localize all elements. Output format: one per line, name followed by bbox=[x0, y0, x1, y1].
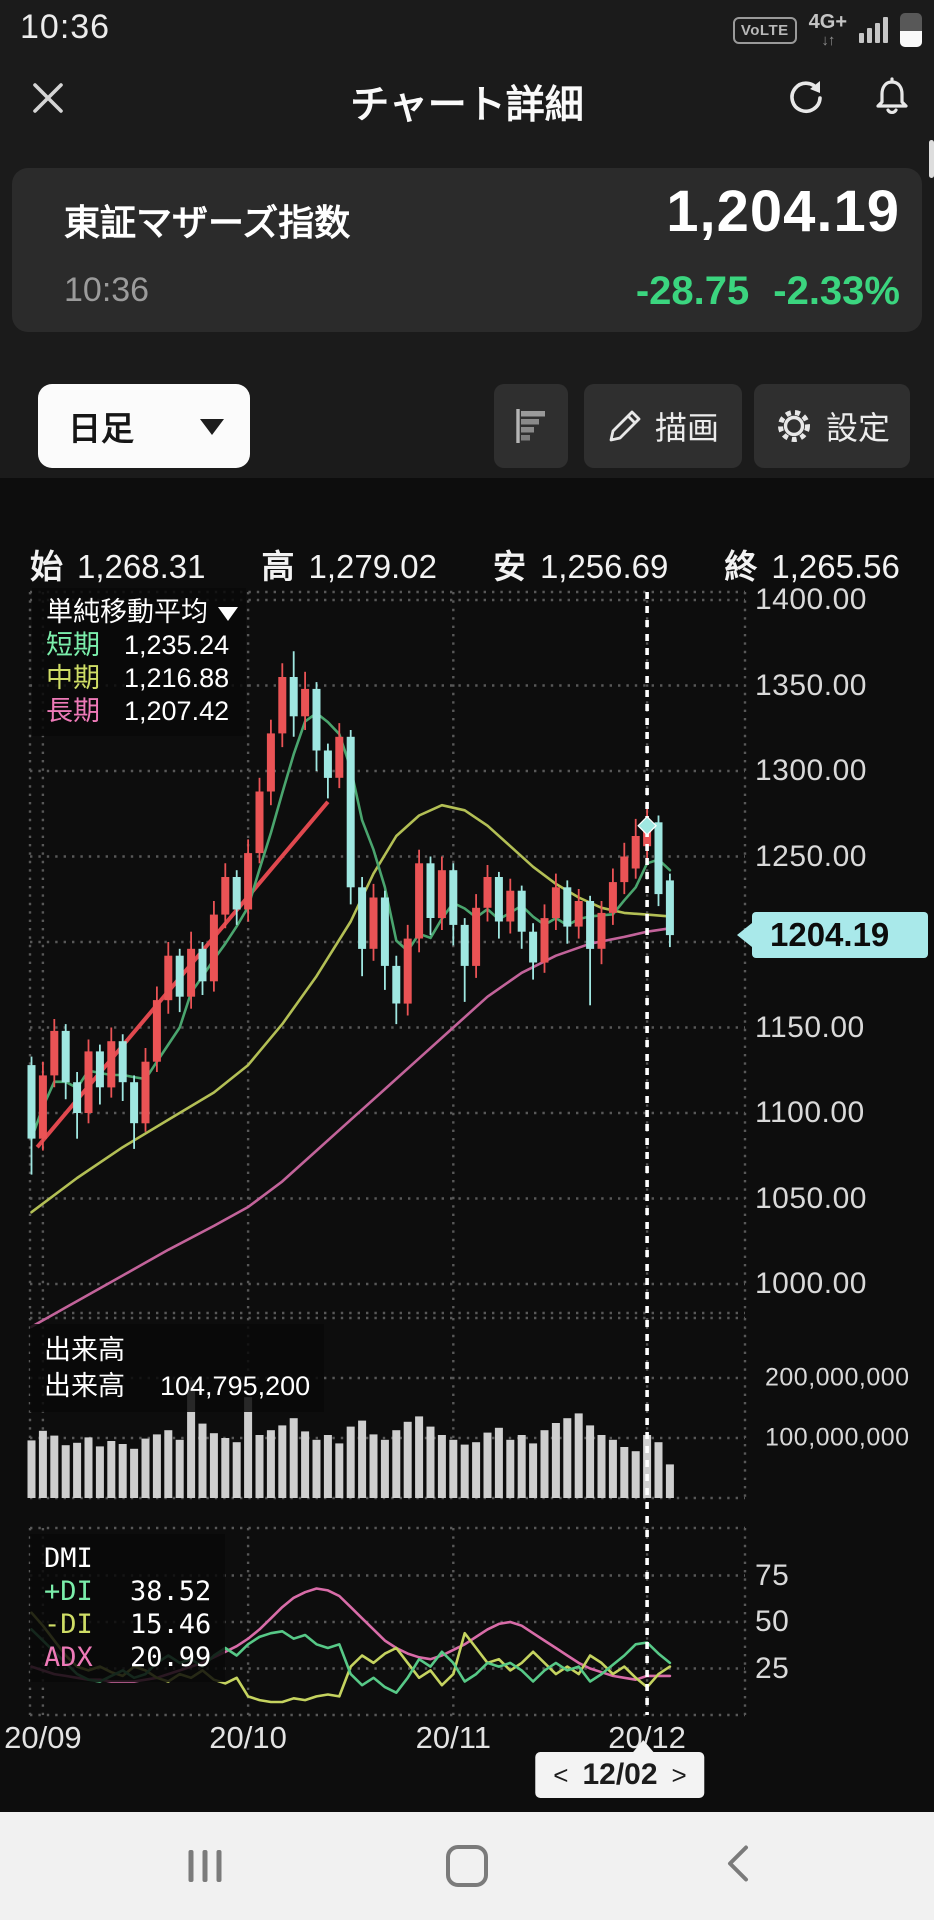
draw-label: 描画 bbox=[654, 410, 719, 446]
clock: 10:36 bbox=[20, 8, 111, 46]
gear-icon bbox=[777, 410, 810, 442]
last-price: 1,204.19 bbox=[666, 179, 900, 244]
dmi-legend: DMI +DI 38.52 -DI 15.46 ADX 20.99 bbox=[30, 1534, 226, 1682]
dmi-minus-row: -DI 15.46 bbox=[44, 1609, 212, 1640]
volte-badge-icon: VoLTE bbox=[732, 16, 797, 44]
change-percent: -2.33% bbox=[773, 269, 900, 313]
ma-legend-title[interactable]: 単純移動平均 bbox=[46, 596, 238, 629]
settings-label: 設定 bbox=[825, 410, 890, 446]
alert-button[interactable] bbox=[868, 74, 916, 122]
volume-value-row: 出来高 104,795,200 bbox=[44, 1371, 311, 1401]
dmi-plus-row: +DI 38.52 bbox=[44, 1576, 212, 1607]
bell-icon bbox=[876, 77, 908, 115]
ma-short-row: 短期 1,235.24 bbox=[46, 630, 230, 660]
back-chevron-icon bbox=[728, 1845, 748, 1882]
signal-strength-icon bbox=[859, 17, 888, 43]
ohlc-high: 高 1,279.02 bbox=[261, 548, 437, 585]
selected-date: 12/02 bbox=[582, 1758, 658, 1791]
date-selector: < 12/02 > bbox=[535, 1740, 705, 1798]
recents-button[interactable] bbox=[188, 1850, 222, 1882]
dropdown-triangle-icon bbox=[218, 607, 238, 621]
close-icon bbox=[33, 83, 63, 113]
close-button[interactable] bbox=[24, 74, 72, 122]
quote-time: 10:36 bbox=[64, 271, 150, 309]
ohlc-low: 安 1,256.69 bbox=[492, 548, 669, 585]
network-type-icon: 4G+ ↓↑ bbox=[808, 11, 847, 49]
ohlc-open: 始 1,268.31 bbox=[30, 548, 206, 585]
volume-legend: 出来高 出来高 104,795,200 bbox=[30, 1324, 325, 1412]
battery-icon bbox=[900, 13, 922, 47]
settings-button[interactable]: 設定 bbox=[754, 384, 910, 468]
page-title: チャート詳細 bbox=[350, 84, 584, 127]
timeframe-select[interactable]: 日足 bbox=[38, 384, 250, 468]
last-price-tag: 1204.19 bbox=[737, 912, 928, 958]
app-header: チャート詳細 bbox=[0, 60, 934, 138]
ma-mid-row: 中期 1,216.88 bbox=[46, 663, 230, 693]
quote-card: 東証マザーズ指数 10:36 1,204.19 -28.75 -2.33% bbox=[12, 168, 922, 332]
android-nav-bar bbox=[0, 1812, 934, 1920]
home-button[interactable] bbox=[446, 1845, 488, 1887]
back-button[interactable] bbox=[725, 1844, 751, 1889]
pencil-icon bbox=[609, 410, 641, 442]
ma-long-row: 長期 1,207.42 bbox=[46, 696, 230, 726]
prev-day-button[interactable]: < bbox=[553, 1759, 569, 1790]
volume-legend-title: 出来高 bbox=[44, 1335, 125, 1365]
draw-button[interactable]: 描画 bbox=[584, 384, 742, 468]
horizontal-bars-icon bbox=[516, 409, 545, 443]
ma-legend: 単純移動平均 短期 1,235.24 中期 1,216.88 長期 1,207.42 bbox=[32, 588, 246, 736]
scrollbar-thumb bbox=[929, 140, 934, 178]
dmi-adx-row: ADX 20.99 bbox=[44, 1642, 212, 1673]
ohlc-close: 終 1,265.56 bbox=[724, 548, 900, 585]
top-section: 10:36 VoLTE 4G+ ↓↑ チャート詳細 bbox=[0, 0, 934, 478]
depth-chart-button[interactable] bbox=[494, 384, 568, 468]
status-bar: 10:36 VoLTE 4G+ ↓↑ bbox=[0, 0, 934, 60]
change-value: -28.75 bbox=[635, 269, 750, 313]
refresh-button[interactable] bbox=[782, 74, 830, 122]
chevron-down-icon bbox=[200, 419, 224, 435]
instrument-name: 東証マザーズ指数 bbox=[64, 202, 351, 243]
refresh-icon bbox=[790, 81, 822, 114]
ohlc-row: 始 1,268.31 高 1,279.02 安 1,256.69 終 1,265.56 bbox=[30, 540, 900, 588]
next-day-button[interactable]: > bbox=[671, 1759, 687, 1790]
dmi-legend-title: DMI bbox=[44, 1543, 93, 1574]
price-change: -28.75 -2.33% bbox=[636, 269, 900, 314]
timeframe-value: 日足 bbox=[68, 410, 134, 447]
